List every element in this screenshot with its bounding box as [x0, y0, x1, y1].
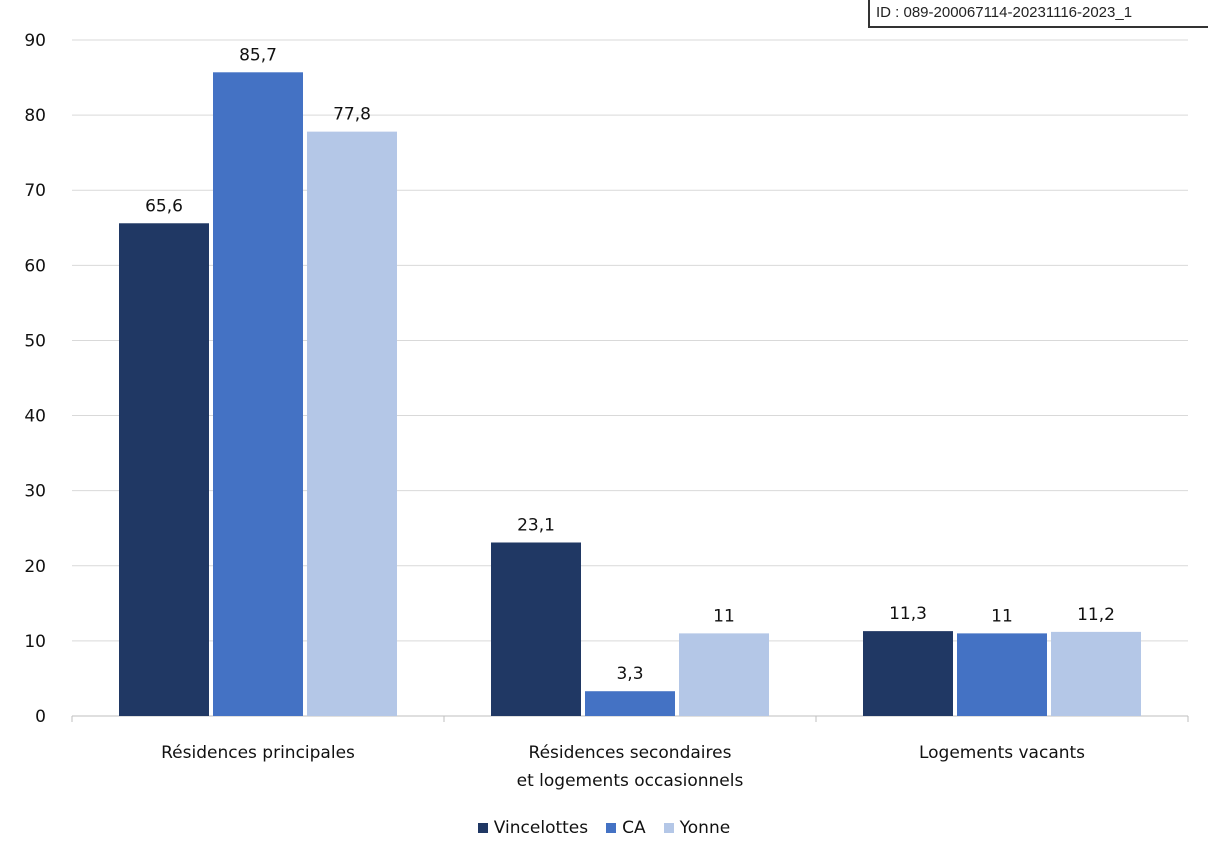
- document-id-label: ID : 089-200067114-20231116-2023_1: [868, 0, 1208, 28]
- data-labels: 65,6 85,7 77,8 23,1 3,3 11 11,3 11 11,2: [145, 45, 1115, 684]
- data-label: 77,8: [333, 105, 371, 125]
- y-tick-label: 90: [24, 31, 46, 51]
- legend-label: Vincelottes: [493, 818, 589, 838]
- bar-yonne: [307, 131, 397, 716]
- data-label: 23,1: [517, 515, 555, 535]
- legend-swatch: [477, 823, 488, 833]
- legend: Vincelottes CA Yonne: [0, 818, 1208, 838]
- legend-label: CA: [622, 818, 646, 838]
- data-label: 11,2: [1077, 605, 1115, 625]
- legend-swatch: [606, 823, 617, 833]
- y-tick-label: 70: [24, 181, 46, 201]
- data-label: 11: [713, 606, 735, 626]
- bar-ca: [585, 691, 675, 716]
- y-tick-label: 30: [24, 482, 46, 502]
- y-tick-label: 10: [24, 632, 46, 652]
- bars: [119, 72, 1141, 716]
- bar-vincelottes: [863, 631, 953, 716]
- y-tick-label: 60: [24, 256, 46, 276]
- data-label: 65,6: [145, 196, 183, 216]
- x-axis: Résidences principales Résidences seconda…: [71, 715, 1189, 791]
- x-tick-label: Logements vacants: [919, 743, 1085, 763]
- bar-yonne: [679, 633, 769, 716]
- bar-ca: [957, 633, 1047, 716]
- y-tick-label: 20: [24, 557, 46, 577]
- y-tick-label: 0: [35, 707, 46, 727]
- legend-label: Yonne: [679, 818, 731, 838]
- data-label: 85,7: [239, 45, 277, 65]
- y-tick-label: 80: [24, 106, 46, 126]
- y-tick-label: 40: [24, 407, 46, 427]
- y-tick-label: 50: [24, 331, 46, 351]
- x-tick-label: Résidences secondaires: [529, 743, 732, 763]
- bar-vincelottes: [119, 223, 209, 716]
- legend-item-yonne: Yonne: [663, 818, 731, 838]
- bar-vincelottes: [491, 542, 581, 716]
- x-tick-label: Résidences principales: [161, 743, 355, 763]
- legend-swatch: [663, 823, 674, 833]
- bar-ca: [213, 72, 303, 716]
- data-label: 11: [991, 606, 1013, 626]
- y-axis: 0 10 20 30 40 50 60 70 80 90: [24, 31, 46, 727]
- data-label: 3,3: [616, 664, 643, 684]
- legend-item-ca: CA: [606, 818, 646, 838]
- x-tick-label: et logements occasionnels: [517, 771, 744, 791]
- data-label: 11,3: [889, 604, 927, 624]
- legend-item-vincelottes: Vincelottes: [477, 818, 589, 838]
- bar-yonne: [1051, 631, 1141, 716]
